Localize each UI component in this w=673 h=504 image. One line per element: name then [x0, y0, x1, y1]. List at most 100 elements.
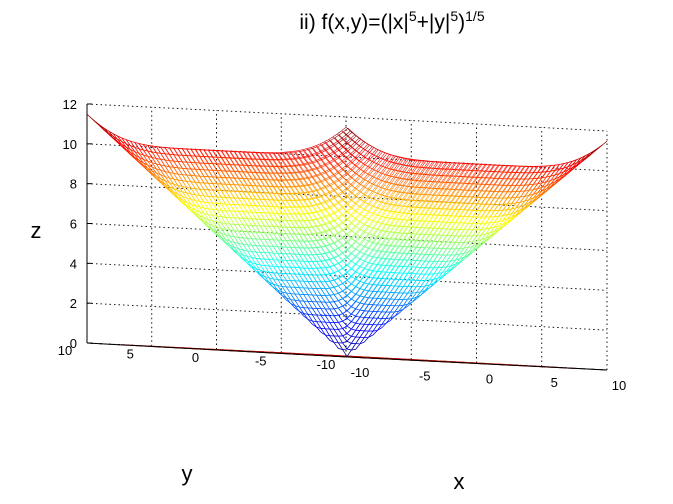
mesh-line	[376, 201, 382, 208]
mesh-line	[286, 166, 292, 174]
mesh-line	[268, 186, 274, 194]
mesh-line	[341, 218, 347, 223]
mesh-line	[260, 205, 266, 214]
mesh-line	[346, 283, 352, 288]
mesh-line	[255, 205, 261, 213]
mesh-line	[347, 215, 353, 220]
mesh-line	[225, 223, 231, 231]
mesh-line	[204, 169, 209, 177]
mesh-line	[278, 180, 283, 188]
mesh-line	[303, 301, 309, 309]
mesh-line	[307, 191, 312, 199]
mesh-line	[164, 176, 170, 183]
mesh-line	[212, 169, 217, 178]
mesh-line	[398, 199, 404, 206]
mesh-line	[303, 254, 309, 262]
mesh-line	[147, 161, 153, 168]
mesh-line	[173, 191, 179, 198]
mesh-line	[234, 184, 240, 192]
mesh-line	[217, 221, 222, 224]
mesh-line	[342, 267, 347, 273]
mesh-line	[281, 199, 287, 208]
mesh-line	[338, 313, 344, 316]
mesh-line	[328, 236, 334, 243]
mesh-line	[343, 211, 348, 216]
mesh-line	[385, 224, 391, 232]
mesh-line	[238, 204, 243, 212]
mesh-line	[272, 172, 278, 180]
mesh-line	[138, 157, 144, 160]
mesh-line	[256, 232, 261, 240]
mesh-line	[190, 207, 196, 211]
mesh-line	[234, 242, 240, 249]
mesh-line	[398, 239, 404, 247]
mesh-line	[181, 174, 187, 182]
mesh-line	[364, 269, 370, 277]
mesh-line	[342, 287, 348, 292]
mesh-line	[238, 252, 244, 259]
mesh-line	[371, 163, 377, 170]
mesh-line	[312, 204, 318, 207]
mesh-line	[307, 219, 313, 227]
mesh-line	[347, 287, 352, 292]
mesh-line	[199, 182, 205, 190]
mesh-line	[364, 197, 370, 203]
mesh-line	[269, 199, 275, 207]
mesh-line	[204, 149, 210, 158]
mesh-line	[308, 241, 313, 249]
mesh-line	[364, 172, 370, 176]
mesh-line	[364, 231, 370, 235]
mesh-line	[243, 185, 249, 193]
mesh-line	[343, 161, 349, 167]
mesh-line	[143, 149, 149, 157]
mesh-line	[237, 164, 243, 172]
mesh-line	[334, 210, 340, 214]
mesh-line	[312, 197, 318, 200]
mesh-line	[234, 230, 240, 238]
mesh-line	[324, 139, 329, 143]
mesh-line	[221, 190, 227, 198]
mesh-line	[368, 304, 374, 312]
mesh-line	[333, 182, 338, 188]
mesh-line	[372, 330, 378, 336]
mesh-line	[325, 267, 331, 275]
mesh-line	[282, 180, 288, 188]
mesh-line	[380, 202, 386, 210]
mesh-line	[334, 265, 339, 272]
mesh-line	[186, 155, 192, 163]
mesh-line	[338, 348, 343, 350]
mesh-line	[304, 178, 309, 180]
mesh-line	[186, 197, 192, 200]
mesh-line	[377, 209, 383, 216]
mesh-line	[376, 180, 382, 186]
mesh-line	[295, 165, 301, 167]
mesh-line	[326, 147, 331, 151]
mesh-line	[351, 306, 357, 310]
mesh-line	[338, 342, 343, 350]
mesh-line	[325, 244, 331, 247]
mesh-line	[312, 314, 317, 322]
mesh-line	[316, 233, 322, 241]
mesh-line	[329, 257, 334, 260]
mesh-line	[315, 233, 321, 240]
mesh-line	[334, 172, 340, 176]
mesh-line	[221, 233, 226, 240]
mesh-line	[302, 199, 308, 207]
mesh-line	[263, 152, 269, 160]
mesh-line	[250, 158, 256, 166]
mesh-line	[341, 168, 347, 174]
mesh-line	[373, 154, 379, 158]
mesh-line	[376, 172, 382, 179]
mesh-line	[160, 178, 166, 185]
mesh-line	[394, 259, 399, 267]
mesh-line	[338, 315, 344, 322]
mesh-line	[308, 162, 314, 165]
mesh-line	[355, 330, 361, 338]
mesh-line	[221, 233, 226, 236]
mesh-line	[324, 179, 330, 185]
mesh-line	[359, 208, 364, 215]
mesh-line	[285, 226, 291, 234]
mesh-line	[338, 169, 344, 174]
mesh-line	[224, 150, 230, 158]
mesh-line	[342, 272, 348, 277]
